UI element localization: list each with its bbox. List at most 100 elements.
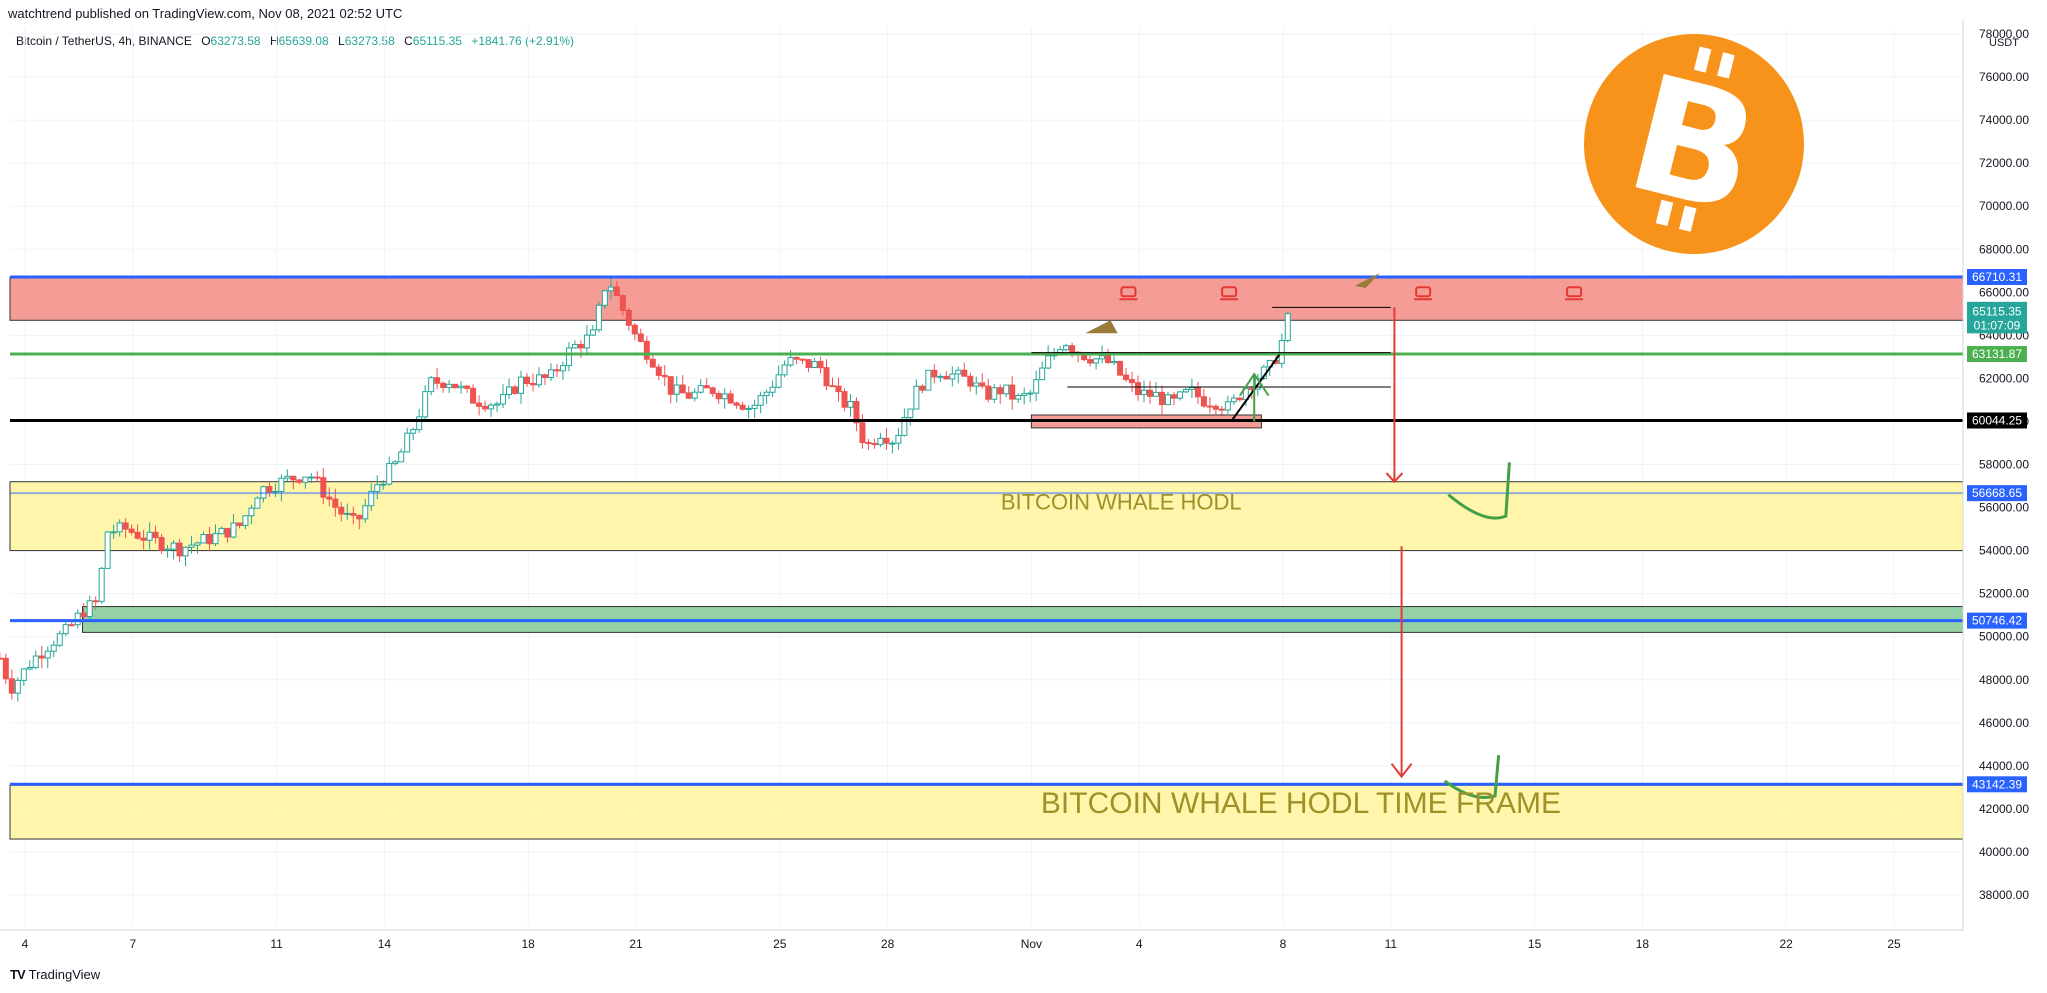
high-value: 65639.08 (278, 34, 329, 48)
candle-body (1230, 397, 1237, 403)
candle-body (679, 384, 686, 394)
candle-body (452, 383, 459, 389)
candle-body (703, 385, 710, 389)
candle-body (38, 655, 45, 659)
zones-layer (9, 276, 1964, 840)
brown-arrow-1 (1085, 320, 1118, 334)
candle-body (512, 386, 519, 394)
candle-body (985, 385, 992, 400)
y-tick-label: 52000.00 (1979, 587, 2029, 601)
candle-body (811, 361, 818, 368)
candle-body (236, 522, 243, 526)
y-tick-label: 42000.00 (1979, 802, 2029, 816)
zone-resistance (9, 276, 1964, 321)
red-arrow-2-head (1390, 763, 1413, 779)
x-tick-label: 18 (1636, 937, 1650, 951)
candle-body (685, 392, 692, 399)
candle-body (937, 375, 944, 378)
candle-body (506, 386, 513, 395)
candle-body (1206, 405, 1213, 408)
candle-body (1224, 401, 1231, 411)
candle-body (1045, 355, 1052, 369)
candle-body (1176, 391, 1183, 399)
candle-body (146, 531, 153, 541)
candle-body (32, 655, 39, 668)
red-arrow-1-head (1385, 472, 1404, 484)
candle-body (997, 387, 1004, 395)
annotation-text: BITCOIN WHALE HODL (1001, 490, 1242, 515)
y-tick-label: 54000.00 (1979, 544, 2029, 558)
y-tick-label: 58000.00 (1979, 458, 2029, 472)
candle-body (1135, 382, 1142, 396)
low-value: 63273.58 (344, 34, 395, 48)
level-price-label: 63131.87 (1972, 347, 2022, 361)
candle-body (152, 531, 159, 539)
candle-body (991, 387, 998, 400)
candle-body (553, 369, 560, 372)
candle-body (889, 442, 896, 445)
candle-body (26, 666, 33, 670)
candle-body (913, 385, 920, 410)
candle-body (194, 542, 201, 546)
candle-body (607, 286, 614, 292)
x-tick-label: 18 (522, 937, 536, 951)
level-price-label: 56668.65 (1972, 486, 2022, 500)
candle-body (428, 377, 435, 393)
candle-body (1069, 345, 1076, 353)
candle-body (176, 542, 183, 557)
candle-body (218, 527, 225, 535)
candle-body (871, 442, 878, 446)
candle-body (1111, 360, 1118, 364)
annotations-layer: BITCOIN WHALE HODL BITCOIN WHALE HODL TIM… (1001, 490, 1561, 821)
candle-body (1158, 391, 1165, 406)
y-tick-label: 78000.00 (1979, 27, 2029, 41)
y-tick-label: 72000.00 (1979, 156, 2029, 170)
candle-body (434, 377, 441, 384)
x-tick-label: 25 (773, 937, 787, 951)
candle-body (380, 483, 387, 486)
candle-body (853, 401, 860, 424)
candle-body (482, 405, 489, 410)
candle-body (392, 461, 399, 465)
candle-body (284, 475, 291, 479)
candle-body (595, 304, 602, 331)
candle-body (488, 404, 495, 410)
candle-body (308, 476, 315, 479)
candle-body (80, 612, 87, 617)
level-price-label: 66710.31 (1972, 270, 2022, 284)
candle-body (290, 475, 297, 481)
candle-body (583, 334, 590, 349)
candle-body (338, 506, 345, 515)
candle-body (865, 442, 872, 445)
axis-unit-label: USDT (1989, 37, 2019, 49)
candle-body (1278, 340, 1285, 364)
candle-body (134, 531, 141, 539)
candle-body (535, 374, 542, 386)
bitcoin-circle (1584, 34, 1804, 254)
y-tick-label: 44000.00 (1979, 759, 2029, 773)
candle-body (350, 512, 357, 516)
x-tick-label: 8 (1280, 937, 1287, 951)
y-tick-label: 68000.00 (1979, 242, 2029, 256)
candle-body (883, 437, 890, 444)
footer-brand[interactable]: TV TradingView (10, 967, 100, 982)
close-key: C (404, 34, 413, 48)
candle-body (362, 505, 369, 520)
candle-body (769, 386, 776, 393)
candle-body (715, 392, 722, 400)
candle-body (691, 391, 698, 399)
candle-body (637, 333, 644, 342)
bitcoin-stroke-bottom-2 (1679, 205, 1697, 232)
candle-body (404, 432, 411, 453)
publish-header: watchtrend published on TradingView.com,… (8, 6, 403, 21)
candle-body (919, 385, 926, 391)
candle-body (757, 395, 764, 406)
x-tick-label: 4 (1136, 937, 1143, 951)
candle-body (422, 391, 429, 418)
candle-body (751, 404, 758, 409)
candle-body (547, 369, 554, 378)
ohlc-legend: Bitcoin / TetherUS, 4h, BINANCE O63273.5… (16, 34, 574, 48)
candle-body (1105, 355, 1112, 364)
